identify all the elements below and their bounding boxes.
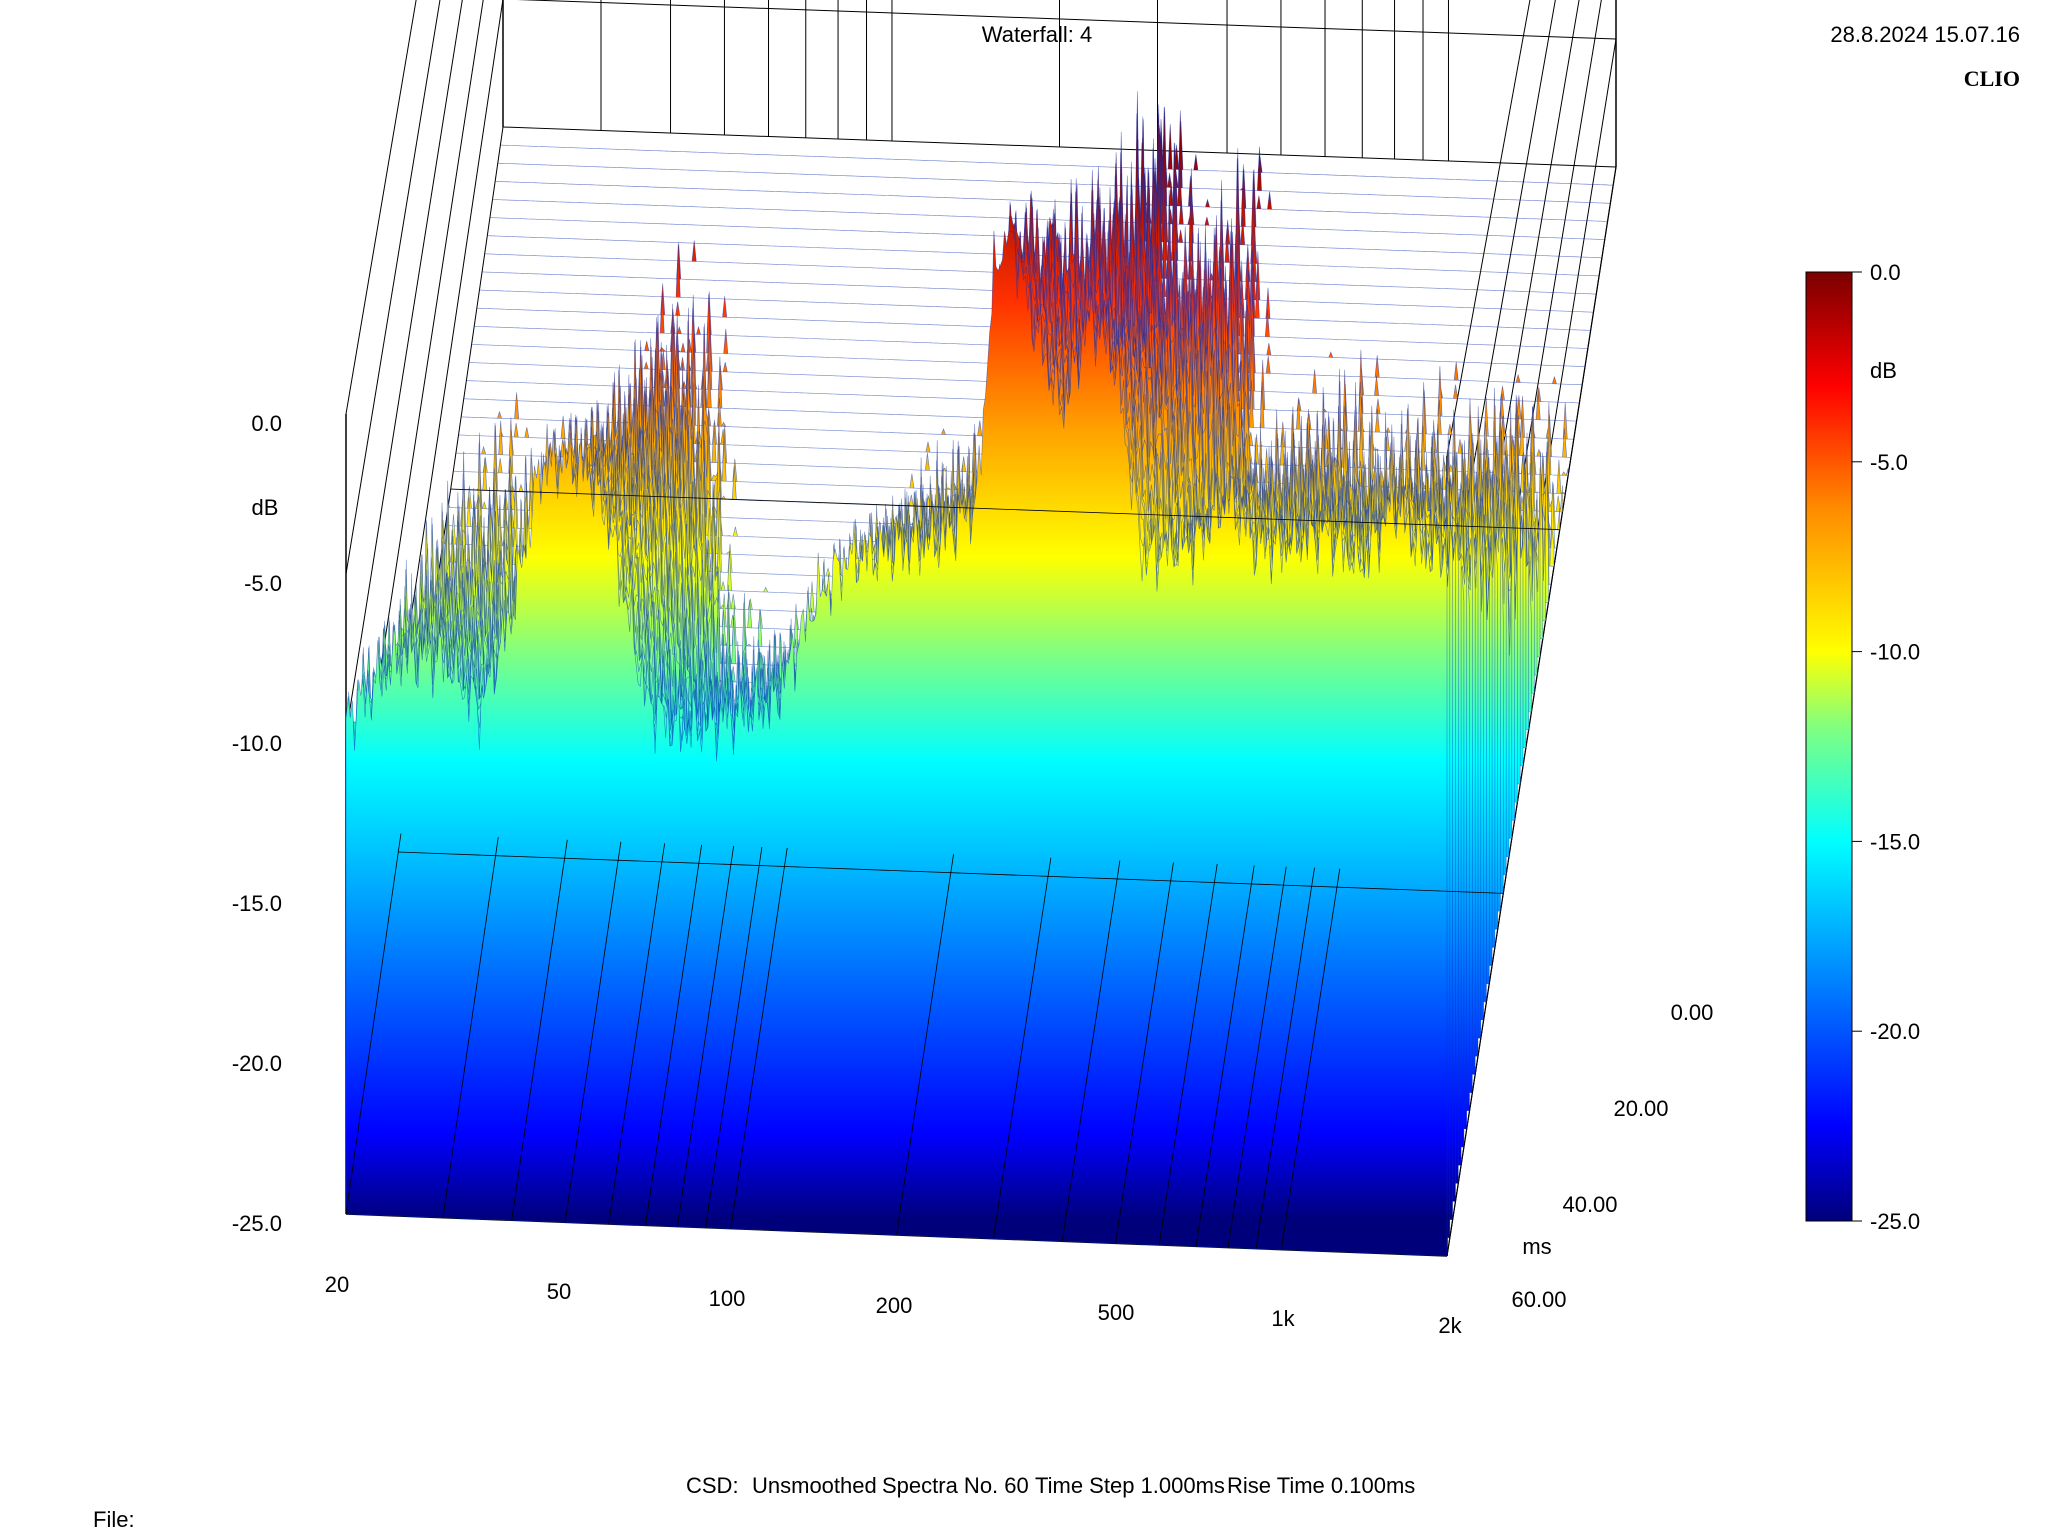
z-tick-label: -10.0	[232, 731, 282, 756]
floor-grid-line	[896, 854, 954, 1236]
waterfall-surface	[345, 91, 1614, 1257]
x-tick-label: 100	[709, 1286, 746, 1311]
x-tick-label: 50	[547, 1279, 571, 1304]
brand-logo: CLIO	[1964, 66, 2020, 91]
colorbar-tick-label: -20.0	[1870, 1019, 1920, 1044]
floor-grid-line	[1061, 860, 1121, 1242]
grid-line-left	[345, 0, 441, 575]
time-tick-label: 40.00	[1562, 1192, 1617, 1217]
x-axis-ticks: 20 50 100 200 500 1k 2k	[325, 1272, 1463, 1338]
x-tick-label: 500	[1098, 1300, 1135, 1325]
waterfall-slice	[345, 230, 1448, 1257]
floor-grid-line	[1195, 865, 1255, 1247]
time-axis-unit: ms	[1522, 1234, 1551, 1259]
waterfall-slice	[489, 125, 1602, 259]
floor-grid-line	[511, 839, 568, 1221]
colorbar-tick-label: -25.0	[1870, 1209, 1920, 1234]
time-tick-label: 0.00	[1671, 1000, 1714, 1025]
footer-rise-time: Rise Time 0.100ms	[1227, 1473, 1415, 1498]
floor-grid-line	[608, 843, 666, 1225]
z-axis-unit: dB	[252, 495, 279, 520]
floor-grid-line	[1158, 863, 1218, 1246]
floor-grid-line	[564, 841, 622, 1223]
time-tick-label: 60.00	[1511, 1287, 1566, 1312]
waterfall-slice	[495, 106, 1608, 222]
z-tick-label: -20.0	[232, 1051, 282, 1076]
colorbar-ticks: 0.0 -5.0 -10.0 -15.0 -20.0 -25.0	[1852, 260, 1920, 1234]
colorbar-tick-label: -5.0	[1870, 450, 1908, 475]
floor-grid-line	[677, 845, 735, 1227]
z-tick-label: -5.0	[244, 571, 282, 596]
chart-title: Waterfall: 4	[982, 22, 1092, 47]
file-label: File:	[93, 1507, 135, 1532]
z-axis-ticks: 0.0 -5.0 -10.0 -15.0 -20.0 -25.0	[232, 411, 282, 1236]
waterfall-slice	[497, 110, 1611, 204]
footer-smoothing: Unsmoothed	[752, 1473, 877, 1498]
colorbar-unit: dB	[1870, 358, 1897, 383]
x-tick-label: 200	[876, 1293, 913, 1318]
z-tick-label: -25.0	[232, 1211, 282, 1236]
grid-line-right	[1446, 0, 1556, 617]
floor-grid-line	[1115, 862, 1174, 1244]
timestamp: 28.8.2024 15.07.16	[1830, 22, 2020, 47]
floor-grid-line	[345, 833, 402, 1215]
colorbar-tick-label: -15.0	[1870, 829, 1920, 854]
floor-grid-line	[1227, 866, 1287, 1248]
plot-floor-lines	[345, 488, 1560, 1257]
time-axis-ticks: 0.00 20.00 40.00 60.00	[1511, 1000, 1713, 1312]
floor-grid-line	[450, 488, 1560, 531]
footer-spectra-count: Spectra No. 60	[882, 1473, 1029, 1498]
floor-grid-line	[1446, 874, 1507, 1257]
z-tick-label: 0.0	[251, 411, 282, 436]
floor-grid-line	[645, 844, 702, 1226]
z-tick-label: -15.0	[232, 891, 282, 916]
waterfall-slice	[484, 114, 1597, 295]
footer-time-step: Time Step 1.000ms	[1035, 1473, 1225, 1498]
grid-line-left	[345, 0, 417, 415]
floor-grid-line	[442, 837, 499, 1218]
colorbar-tick-label: -10.0	[1870, 640, 1920, 665]
waterfall-slice	[500, 120, 1614, 186]
grid-line-right	[1446, 0, 1531, 457]
time-tick-label: 20.00	[1613, 1096, 1668, 1121]
footer-csd-label: CSD:	[686, 1473, 739, 1498]
floor-grid-line	[1255, 867, 1315, 1249]
colorbar	[1805, 271, 1853, 1222]
x-tick-label: 2k	[1438, 1313, 1462, 1338]
floor-grid-line	[730, 847, 788, 1229]
x-tick-label: 1k	[1271, 1306, 1295, 1331]
x-tick-label: 20	[325, 1272, 349, 1297]
waterfall-slice	[492, 107, 1605, 240]
colorbar-tick-label: 0.0	[1870, 260, 1901, 285]
floor-grid-line	[993, 857, 1052, 1239]
floor-grid-line	[705, 846, 763, 1228]
grid-line-left	[345, 0, 463, 735]
floor-grid-line	[1280, 868, 1341, 1250]
